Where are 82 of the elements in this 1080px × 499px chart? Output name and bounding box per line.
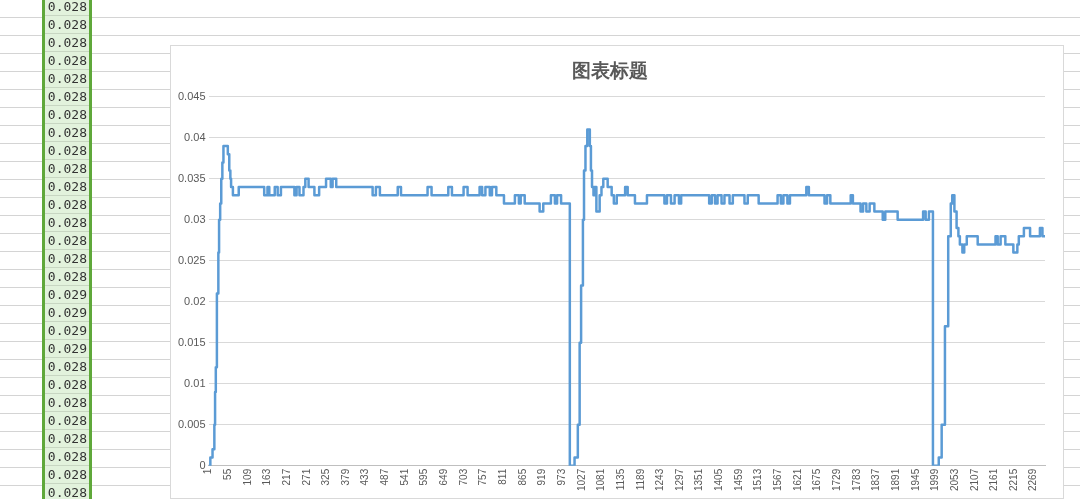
- x-tick-label: 1729: [831, 468, 842, 491]
- y-tick-label: 0.005: [178, 417, 206, 430]
- x-tick-label: 2269: [1027, 468, 1039, 491]
- text: 0.028: [45, 142, 89, 160]
- x-tick-label: 1: [202, 468, 214, 475]
- text: 0.028: [45, 376, 89, 394]
- x-tick-label: 325: [320, 468, 332, 486]
- text: 0.028: [45, 0, 89, 16]
- text: 0.029: [45, 286, 89, 304]
- x-tick-label: 919: [536, 468, 548, 486]
- x-tick-label: 703: [457, 468, 469, 486]
- text: 0.028: [45, 268, 89, 286]
- text: 0.029: [45, 340, 89, 358]
- x-tick-label: 2161: [988, 468, 1000, 491]
- x-tick-label: 379: [339, 468, 351, 486]
- text: 0.028: [45, 52, 89, 70]
- x-tick-label: 541: [398, 468, 410, 486]
- text: 0.028: [45, 124, 89, 142]
- text: 0.028: [45, 16, 89, 34]
- x-tick-label: 595: [418, 468, 430, 486]
- chart-title: 图表标题: [572, 59, 648, 81]
- x-tick-label: 811: [496, 468, 508, 485]
- text: 0.028: [45, 412, 89, 430]
- x-tick-label: 55: [221, 468, 233, 480]
- x-tick-label: 1189: [634, 468, 646, 491]
- x-tick-label: 163: [261, 468, 273, 486]
- text: 0.029: [45, 322, 89, 340]
- y-tick-label: 0.04: [184, 130, 206, 143]
- x-tick-label: 2215: [1007, 468, 1019, 491]
- x-tick-label: 1999: [929, 468, 941, 491]
- y-tick-label: 0.025: [178, 253, 206, 266]
- text: 0.028: [45, 70, 89, 88]
- x-tick-label: 1405: [713, 468, 725, 491]
- text: 0.028: [45, 466, 89, 484]
- x-tick-label: 1783: [850, 468, 862, 491]
- x-tick-label: 271: [300, 468, 312, 486]
- text: 0.028: [45, 178, 89, 196]
- text: 0.028: [45, 484, 89, 499]
- y-tick-label: 0.03: [184, 212, 206, 225]
- text: 0.028: [45, 430, 89, 448]
- y-tick-label: 0.045: [178, 89, 206, 102]
- x-tick-label: 1135: [614, 468, 626, 491]
- text: 0.028: [45, 214, 89, 232]
- x-tick-label: 757: [477, 468, 489, 486]
- x-tick-label: 1675: [811, 468, 823, 491]
- text: 0.028: [45, 394, 89, 412]
- x-tick-label: 1567: [772, 468, 784, 491]
- y-tick-label: 0: [199, 458, 206, 471]
- text: 0.028: [45, 34, 89, 52]
- x-tick-label: 1351: [693, 468, 705, 491]
- x-tick-label: 1459: [732, 468, 744, 491]
- y-tick-label: 0.015: [178, 335, 206, 348]
- x-tick-label: 1837: [870, 468, 882, 491]
- text: 0.029: [45, 304, 89, 322]
- x-tick-label: 1027: [575, 468, 587, 491]
- x-tick-label: 1621: [791, 468, 803, 491]
- x-tick-label: 1945: [909, 468, 921, 491]
- text: 0.028: [45, 448, 89, 466]
- y-tick-label: 0.035: [178, 171, 206, 184]
- y-tick-label: 0.02: [184, 294, 206, 307]
- text: 0.028: [45, 88, 89, 106]
- y-tick-label: 0.01: [184, 376, 206, 389]
- x-tick-label: 1513: [752, 468, 764, 491]
- text: 0.028: [45, 106, 89, 124]
- x-tick-label: 217: [280, 468, 292, 486]
- text: 0.028: [45, 250, 89, 268]
- x-tick-label: 109: [241, 468, 253, 486]
- x-tick-label: 2053: [948, 468, 960, 491]
- x-tick-label: 865: [516, 468, 528, 486]
- x-tick-label: 1891: [889, 468, 901, 491]
- x-tick-label: 1297: [673, 468, 685, 491]
- x-tick-label: 2107: [968, 468, 980, 491]
- text: 0.028: [45, 358, 89, 376]
- x-tick-label: 973: [555, 468, 567, 486]
- x-tick-label: 1081: [595, 468, 607, 491]
- x-tick-label: 1243: [654, 468, 666, 491]
- x-tick-label: 649: [438, 468, 450, 486]
- x-tick-label: 487: [379, 468, 391, 486]
- text: 0.028: [45, 160, 89, 178]
- text: 0.028: [45, 196, 89, 214]
- x-tick-label: 433: [359, 468, 371, 486]
- text: 0.028: [45, 232, 89, 250]
